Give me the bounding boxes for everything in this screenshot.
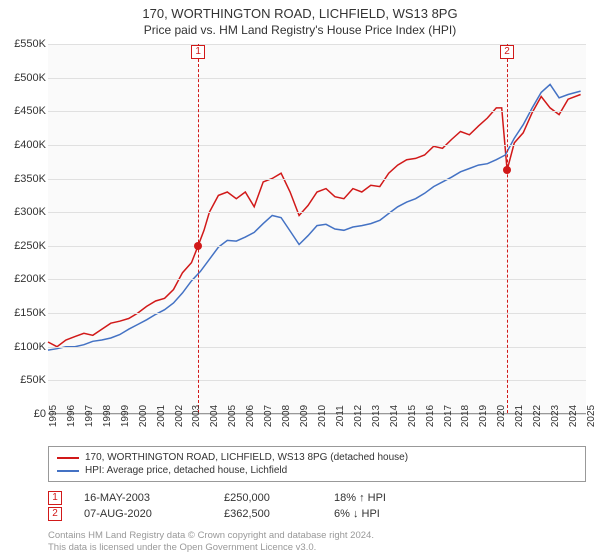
x-tick-label: 1997 xyxy=(84,405,95,427)
y-tick-label: £400K xyxy=(4,139,46,151)
x-tick-label: 1996 xyxy=(66,405,77,427)
x-tick-label: 2001 xyxy=(156,405,167,427)
y-tick-label: £500K xyxy=(4,72,46,84)
y-tick-label: £150K xyxy=(4,307,46,319)
x-tick-label: 1998 xyxy=(102,405,113,427)
legend-swatch xyxy=(57,457,79,459)
footer-attribution: Contains HM Land Registry data © Crown c… xyxy=(48,530,374,554)
y-tick-label: £350K xyxy=(4,173,46,185)
x-tick-label: 1995 xyxy=(48,405,59,427)
marker-box: 2 xyxy=(500,45,514,59)
y-tick-label: £250K xyxy=(4,240,46,252)
x-tick-label: 2011 xyxy=(335,405,346,427)
x-tick-label: 2017 xyxy=(443,405,454,427)
chart-plot-area: 12 xyxy=(48,44,586,414)
x-tick-label: 2025 xyxy=(586,405,597,427)
marker-vline xyxy=(198,44,199,413)
transaction-marker: 1 xyxy=(48,491,62,505)
legend-item: 170, WORTHINGTON ROAD, LICHFIELD, WS13 8… xyxy=(57,451,577,464)
series-hpi xyxy=(48,84,581,350)
x-tick-label: 2000 xyxy=(138,405,149,427)
y-tick-label: £450K xyxy=(4,105,46,117)
y-tick-label: £200K xyxy=(4,273,46,285)
x-tick-label: 2013 xyxy=(371,405,382,427)
x-tick-label: 2022 xyxy=(532,405,543,427)
x-tick-label: 2007 xyxy=(263,405,274,427)
transaction-price: £250,000 xyxy=(224,492,334,504)
series-property xyxy=(48,95,581,347)
x-tick-label: 2016 xyxy=(425,405,436,427)
x-tick-label: 2015 xyxy=(407,405,418,427)
chart-title: 170, WORTHINGTON ROAD, LICHFIELD, WS13 8… xyxy=(0,0,600,21)
x-tick-label: 2003 xyxy=(191,405,202,427)
footer-line1: Contains HM Land Registry data © Crown c… xyxy=(48,530,374,542)
x-tick-label: 2019 xyxy=(478,405,489,427)
y-tick-label: £50K xyxy=(4,374,46,386)
x-tick-label: 2009 xyxy=(299,405,310,427)
legend-label: HPI: Average price, detached house, Lich… xyxy=(85,465,287,476)
x-tick-label: 2002 xyxy=(174,405,185,427)
legend-swatch xyxy=(57,470,79,472)
chart-subtitle: Price paid vs. HM Land Registry's House … xyxy=(0,21,600,37)
transaction-date: 16-MAY-2003 xyxy=(84,492,224,504)
transaction-row: 2 07-AUG-2020£362,5006% ↓ HPI xyxy=(48,506,586,522)
y-tick-label: £550K xyxy=(4,38,46,50)
transaction-date: 07-AUG-2020 xyxy=(84,508,224,520)
marker-dot xyxy=(194,242,202,250)
marker-box: 1 xyxy=(191,45,205,59)
x-tick-label: 2024 xyxy=(568,405,579,427)
chart-lines xyxy=(48,44,586,413)
x-tick-label: 2006 xyxy=(245,405,256,427)
x-tick-label: 2005 xyxy=(227,405,238,427)
x-tick-label: 2008 xyxy=(281,405,292,427)
x-tick-label: 2018 xyxy=(460,405,471,427)
x-tick-label: 2010 xyxy=(317,405,328,427)
x-tick-label: 1999 xyxy=(120,405,131,427)
marker-dot xyxy=(503,166,511,174)
y-tick-label: £0 xyxy=(4,408,46,420)
legend-label: 170, WORTHINGTON ROAD, LICHFIELD, WS13 8… xyxy=(85,452,408,463)
y-tick-label: £300K xyxy=(4,206,46,218)
x-tick-label: 2020 xyxy=(496,405,507,427)
transaction-price: £362,500 xyxy=(224,508,334,520)
chart-legend: 170, WORTHINGTON ROAD, LICHFIELD, WS13 8… xyxy=(48,446,586,482)
marker-vline xyxy=(507,44,508,413)
transactions-table: 1 16-MAY-2003£250,00018% ↑ HPI 2 07-AUG-202… xyxy=(48,490,586,522)
x-tick-label: 2012 xyxy=(353,405,364,427)
x-tick-label: 2023 xyxy=(550,405,561,427)
footer-line2: This data is licensed under the Open Gov… xyxy=(48,542,374,554)
transaction-marker: 2 xyxy=(48,507,62,521)
y-tick-label: £100K xyxy=(4,341,46,353)
transaction-row: 1 16-MAY-2003£250,00018% ↑ HPI xyxy=(48,490,586,506)
x-tick-label: 2014 xyxy=(389,405,400,427)
transaction-delta: 6% ↓ HPI xyxy=(334,508,434,520)
x-tick-label: 2004 xyxy=(209,405,220,427)
transaction-delta: 18% ↑ HPI xyxy=(334,492,434,504)
x-tick-label: 2021 xyxy=(514,405,525,427)
legend-item: HPI: Average price, detached house, Lich… xyxy=(57,464,577,477)
